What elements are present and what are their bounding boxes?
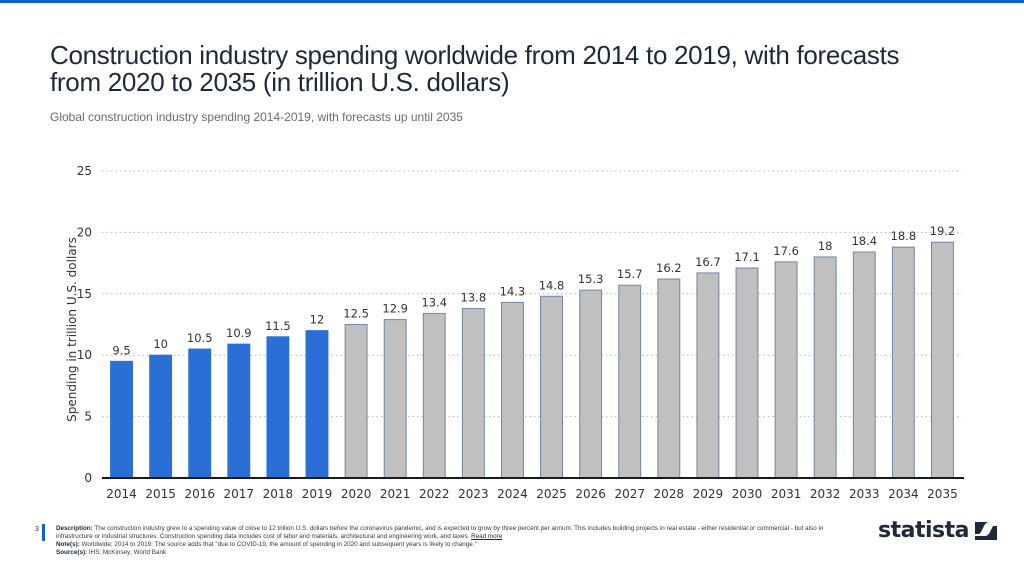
data-label: 19.2: [930, 224, 956, 238]
y-axis-ticks: 0 5 10 15 20 25: [77, 164, 92, 485]
bar-2026: [579, 289, 603, 479]
data-label: 17.6: [773, 244, 799, 258]
description-text: The construction industry grew to a spen…: [56, 525, 824, 540]
data-label: 15.3: [578, 272, 604, 286]
x-tick-label: 2026: [575, 487, 606, 501]
bar-2033: [852, 251, 876, 479]
chart-subtitle: Global construction industry spending 20…: [50, 110, 463, 124]
data-label: 14.8: [539, 278, 565, 292]
bar-2018: [266, 336, 290, 479]
data-label: 12.5: [343, 307, 369, 321]
x-tick-label: 2015: [145, 487, 176, 501]
bars: [110, 241, 954, 479]
y-tick-label: 0: [84, 471, 92, 485]
data-label: 16.7: [695, 255, 721, 269]
data-label: 16.2: [656, 261, 682, 275]
y-tick-label: 20: [77, 225, 92, 239]
y-tick-label: 10: [77, 348, 92, 362]
bar-2017: [227, 343, 251, 479]
bar-2021: [383, 319, 407, 479]
bar-2020: [344, 324, 368, 479]
x-tick-label: 2018: [263, 487, 294, 501]
x-tick-label: 2019: [302, 487, 333, 501]
data-label: 13.8: [461, 291, 487, 305]
x-tick-label: 2028: [654, 487, 685, 501]
x-tick-label: 2016: [184, 487, 215, 501]
bar-2016: [188, 348, 212, 479]
x-tick-label: 2031: [771, 487, 802, 501]
x-tick-label: 2032: [810, 487, 841, 501]
chart-title: Construction industry spending worldwide…: [50, 40, 900, 97]
data-label: 13.4: [421, 295, 447, 309]
x-tick-label: 2034: [888, 487, 919, 501]
x-tick-label: 2029: [693, 487, 724, 501]
x-tick-label: 2033: [849, 487, 880, 501]
data-label: 10.5: [187, 331, 213, 345]
data-label: 10.9: [226, 326, 252, 340]
y-tick-label: 5: [84, 410, 92, 424]
data-label: 12: [310, 313, 325, 327]
bar-2014: [110, 360, 133, 479]
sources-line: Source(s): IHS; McKinsey; World Bank: [56, 549, 856, 557]
logo-wordmark: statista: [878, 518, 969, 543]
description-label: Description:: [56, 525, 93, 532]
notes-label: Note(s):: [56, 541, 80, 548]
x-tick-label: 2014: [106, 487, 137, 501]
statista-logo[interactable]: statista: [878, 518, 997, 543]
x-tick-label: 2017: [224, 487, 255, 501]
bar-chart: 9.5 10 10.5 10.9 11.5 12 12.5 12.9 13.4 13.8 14.3 1…: [65, 164, 964, 501]
data-label: 18.8: [891, 229, 917, 243]
data-label: 18.4: [851, 234, 877, 248]
y-axis-label: Spending in trillion U.S. dollars: [65, 237, 79, 422]
x-tick-label: 2027: [614, 487, 645, 501]
bar-2034: [891, 246, 915, 479]
y-tick-label: 25: [77, 164, 92, 178]
notes-line: Note(s): Worldwide; 2014 to 2019; The so…: [56, 541, 856, 549]
sources-text: IHS; McKinsey; World Bank: [88, 549, 167, 556]
bar-2015: [149, 354, 173, 479]
data-labels: 9.5 10 10.5 10.9 11.5 12 12.5 12.9 13.4 13.8 14.3 1…: [112, 224, 955, 357]
sources-label: Source(s):: [56, 549, 88, 556]
logo-mark-icon: [974, 521, 997, 540]
page-number: 3: [35, 526, 39, 533]
data-label: 12.9: [382, 302, 408, 316]
bar-2019: [305, 330, 329, 479]
description-line: Description: The construction industry g…: [56, 525, 856, 541]
x-tick-label: 2024: [497, 487, 528, 501]
bar-2025: [540, 295, 563, 479]
top-accent-bar: [0, 0, 1024, 3]
page-marker: [42, 524, 45, 541]
data-label: 10: [153, 337, 168, 351]
bar-2031: [774, 261, 798, 479]
x-tick-label: 2030: [732, 487, 763, 501]
bar-2023: [461, 308, 485, 479]
bar-2022: [422, 312, 446, 479]
x-tick-label: 2022: [419, 487, 450, 501]
x-tick-label: 2025: [536, 487, 567, 501]
bar-2032: [813, 256, 837, 479]
bar-2035: [931, 241, 954, 479]
bar-2028: [657, 278, 681, 479]
footer-notes: Description: The construction industry g…: [56, 525, 856, 557]
data-label: 18: [818, 239, 833, 253]
bar-2030: [735, 267, 759, 479]
bar-2027: [618, 284, 642, 479]
bar-2024: [501, 301, 524, 479]
data-label: 17.1: [734, 250, 760, 264]
bar-2029: [696, 272, 720, 479]
x-tick-label: 2035: [927, 487, 958, 501]
data-label: 11.5: [265, 319, 291, 333]
y-tick-label: 15: [77, 287, 92, 301]
x-tick-label: 2020: [341, 487, 372, 501]
read-more-link[interactable]: Read more: [471, 533, 503, 540]
data-label: 15.7: [617, 267, 643, 281]
x-tick-label: 2023: [458, 487, 489, 501]
data-label: 14.3: [500, 284, 526, 298]
notes-text: Worldwide; 2014 to 2019; The source adds…: [81, 541, 477, 548]
data-label: 9.5: [112, 343, 130, 357]
x-axis-ticks: 2014 2015 2016 2017 2018 2019 2020 2021 2022 2023…: [106, 487, 957, 501]
x-tick-label: 2021: [380, 487, 411, 501]
